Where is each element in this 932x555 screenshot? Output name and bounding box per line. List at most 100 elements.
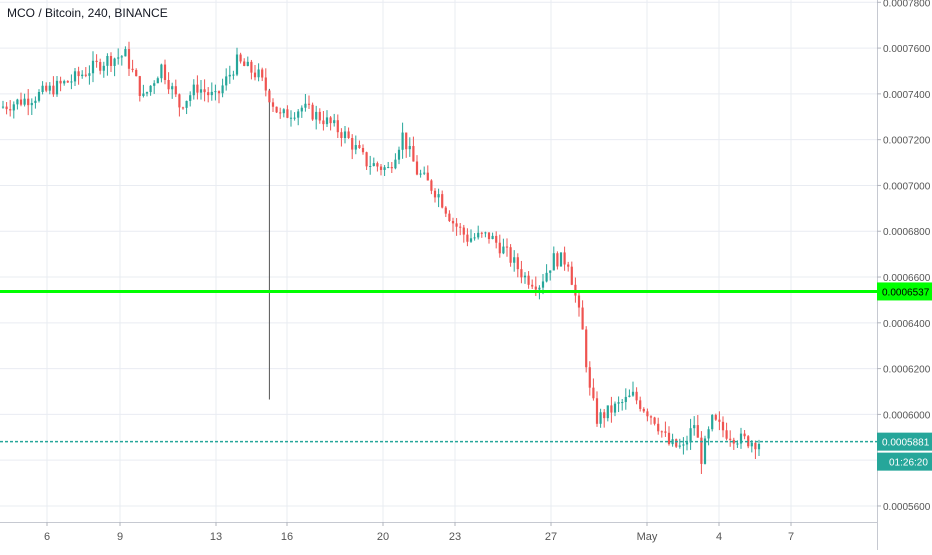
candle — [682, 437, 685, 455]
candle — [516, 253, 519, 278]
support-price-label: 0.0006537 — [877, 282, 932, 301]
candle — [732, 437, 735, 450]
candle — [235, 47, 239, 77]
y-tick-label: 0.0006400 — [883, 319, 931, 330]
candle — [117, 48, 120, 65]
candle — [153, 80, 156, 94]
x-tick-label: 27 — [545, 531, 557, 543]
candle — [340, 128, 343, 147]
candle — [48, 82, 51, 95]
candle — [232, 70, 235, 80]
candle — [84, 67, 87, 78]
candle — [135, 68, 138, 77]
candle — [498, 234, 501, 258]
candle — [613, 401, 617, 417]
candle — [621, 398, 624, 411]
candle — [171, 82, 174, 99]
candle — [203, 79, 206, 102]
candle — [592, 378, 595, 401]
time-axis[interactable] — [0, 522, 877, 550]
candle — [293, 112, 296, 121]
x-tick-label: 4 — [716, 531, 722, 543]
horizontal-lines — [0, 289, 877, 443]
candle — [459, 222, 462, 236]
candle — [444, 206, 447, 218]
candle — [703, 435, 707, 465]
candle — [509, 244, 512, 267]
candle — [527, 271, 530, 289]
candle — [73, 67, 77, 86]
svg-text:0.0006537: 0.0006537 — [882, 287, 930, 298]
candle — [664, 421, 667, 437]
candle — [351, 134, 354, 160]
candle — [743, 429, 746, 440]
candle — [419, 169, 422, 178]
candle — [81, 70, 84, 79]
candle — [372, 157, 375, 167]
candle — [189, 91, 192, 107]
candle — [243, 58, 246, 67]
candle — [487, 232, 491, 244]
candle — [379, 164, 383, 176]
candle — [225, 68, 228, 91]
candle — [19, 92, 23, 107]
candle — [99, 58, 102, 75]
svg-text:0.0005881: 0.0005881 — [882, 438, 930, 449]
candle — [423, 166, 426, 176]
grid — [0, 0, 877, 522]
candle — [491, 232, 494, 240]
candle — [473, 233, 476, 241]
candle — [271, 98, 275, 112]
candle — [657, 417, 660, 435]
x-tick-label: 23 — [449, 531, 461, 543]
candle — [333, 113, 336, 127]
candle — [502, 238, 505, 255]
candle — [358, 140, 361, 149]
candle — [739, 427, 743, 449]
candle — [617, 396, 620, 413]
candle — [567, 261, 570, 272]
candle — [253, 65, 257, 81]
candle — [325, 110, 329, 127]
candle — [304, 93, 307, 112]
candle — [250, 59, 253, 80]
candle — [646, 408, 649, 422]
candle — [124, 46, 127, 57]
candle — [408, 137, 411, 157]
candle — [624, 388, 627, 410]
candle — [469, 229, 473, 243]
candle — [441, 190, 444, 209]
candle — [297, 109, 300, 126]
candle — [279, 107, 282, 119]
candle — [660, 430, 663, 438]
candle — [559, 252, 563, 267]
x-tick-label: 20 — [377, 531, 389, 543]
candle — [700, 431, 703, 474]
candle — [549, 270, 552, 281]
candle — [149, 85, 152, 96]
candle — [415, 155, 419, 176]
candle — [1, 100, 5, 109]
candle — [718, 411, 721, 431]
candle — [595, 391, 599, 427]
candle — [369, 155, 372, 175]
candle — [513, 250, 516, 272]
candle — [365, 151, 368, 170]
candle — [59, 76, 62, 92]
candle — [16, 98, 19, 110]
candle — [484, 231, 487, 238]
candle — [412, 136, 415, 162]
candle — [653, 416, 656, 426]
candle — [52, 76, 55, 97]
y-tick-label: 0.0007600 — [883, 44, 931, 55]
candle — [603, 409, 606, 428]
candle — [45, 82, 48, 93]
candle — [397, 146, 401, 165]
candle — [217, 90, 221, 104]
candle — [480, 231, 483, 238]
symbol-title: MCO / Bitcoin, 240, BINANCE — [7, 6, 168, 20]
candle — [106, 53, 109, 76]
candle — [477, 225, 480, 240]
